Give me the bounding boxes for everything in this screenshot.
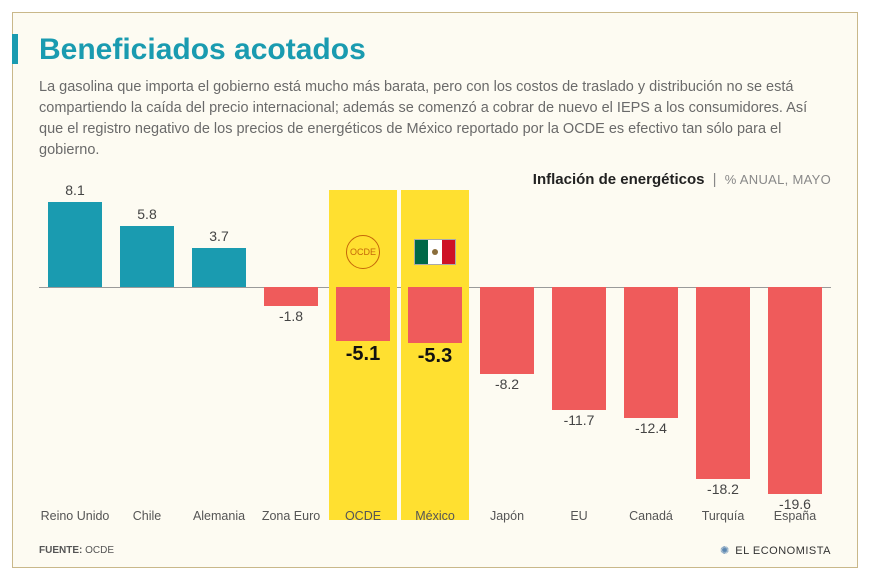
- source: FUENTE: OCDE: [39, 545, 114, 556]
- brand-icon: ✺: [720, 545, 730, 557]
- category-label: Alemania: [183, 509, 255, 523]
- bar: [552, 287, 607, 410]
- bar-slot: -18.2 Turquía: [687, 190, 759, 520]
- bar-slot: 8.1Reino Unido: [39, 190, 111, 520]
- chart-footer: FUENTE: OCDE ✺ EL ECONOMISTA: [39, 544, 831, 557]
- category-label: México: [399, 509, 471, 523]
- bar-slot: OCDE -5.1 OCDE: [327, 190, 399, 520]
- category-label: Reino Unido: [39, 509, 111, 523]
- bar-slot: -19.6España: [759, 190, 831, 520]
- category-label: Japón: [471, 509, 543, 523]
- value-label: -11.7: [543, 412, 615, 428]
- bar: [192, 248, 247, 287]
- source-label: FUENTE:: [39, 545, 82, 556]
- bar-chart: 8.1Reino Unido5.8 Chile 3.7 Alemania -1.8 Zon…: [39, 190, 831, 520]
- value-label: 5.8: [111, 206, 183, 222]
- publication-brand: ✺ EL ECONOMISTA: [720, 544, 831, 557]
- category-label: Zona Euro: [255, 509, 327, 523]
- bar: [120, 226, 175, 287]
- bar: [480, 287, 535, 374]
- bar-slot: 5.8 Chile: [111, 190, 183, 520]
- bar-slot: -5.3 México: [399, 190, 471, 520]
- bar: [408, 287, 463, 343]
- chart-frame: Beneficiados acotados La gasolina que im…: [12, 12, 858, 568]
- title-rule: [12, 34, 18, 64]
- category-label: Chile: [111, 509, 183, 523]
- bar-slot: -11.7 EU: [543, 190, 615, 520]
- bar: [624, 287, 679, 418]
- chart-header: Inflación de energéticos | % ANUAL, MAYO: [39, 171, 831, 188]
- bar-slot: -12.4 Canadá: [615, 190, 687, 520]
- chart-header-unit: % ANUAL, MAYO: [725, 172, 831, 187]
- value-label: 3.7: [183, 228, 255, 244]
- category-label: Canadá: [615, 509, 687, 523]
- bar: [768, 287, 823, 494]
- category-label: Turquía: [687, 509, 759, 523]
- chart-subtitle: La gasolina que importa el gobierno está…: [39, 77, 831, 161]
- bar: [696, 287, 751, 479]
- ocde-icon: OCDE: [346, 235, 380, 269]
- value-label: -8.2: [471, 376, 543, 392]
- value-label: -1.8: [255, 308, 327, 324]
- source-value: OCDE: [85, 545, 114, 556]
- chart-title: Beneficiados acotados: [39, 33, 831, 67]
- value-label: -18.2: [687, 481, 759, 497]
- value-label: -12.4: [615, 420, 687, 436]
- mexico-flag-icon: [414, 239, 456, 265]
- bar-slot: -8.2 Japón: [471, 190, 543, 520]
- value-label: -5.3: [399, 345, 471, 368]
- chart-header-title: Inflación de energéticos: [533, 171, 705, 188]
- bar: [48, 202, 103, 287]
- brand-text: EL ECONOMISTA: [735, 545, 831, 557]
- bar-slot: 3.7 Alemania: [183, 190, 255, 520]
- value-label: 8.1: [39, 182, 111, 198]
- category-label: OCDE: [327, 509, 399, 523]
- category-label: España: [759, 509, 831, 523]
- value-label: -5.1: [327, 343, 399, 366]
- bar: [336, 287, 391, 341]
- category-label: EU: [543, 509, 615, 523]
- bar-slot: -1.8 Zona Euro: [255, 190, 327, 520]
- bar: [264, 287, 319, 306]
- chart-header-separator: |: [713, 171, 717, 188]
